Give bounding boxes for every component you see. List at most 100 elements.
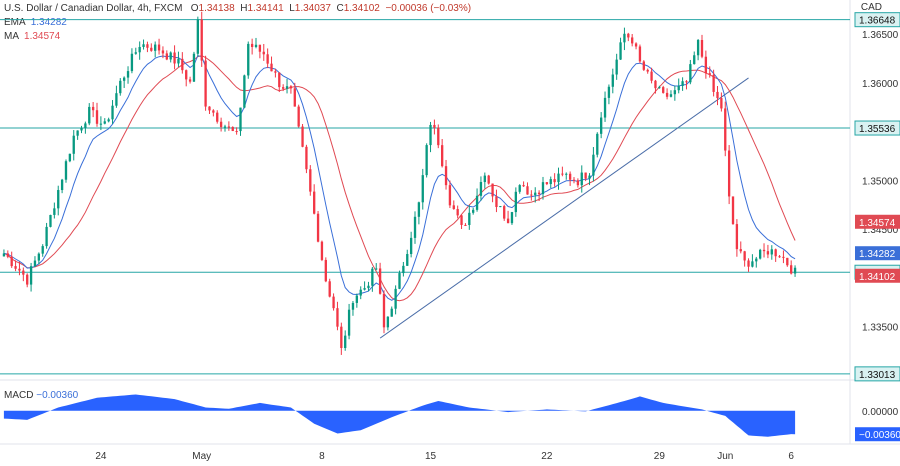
candle-body bbox=[437, 127, 440, 146]
candle-body bbox=[278, 72, 281, 88]
candle-body bbox=[689, 64, 692, 83]
price-tag-text-1: 1.34282 bbox=[859, 249, 896, 260]
candle-body bbox=[786, 257, 789, 266]
candle-body bbox=[444, 166, 448, 186]
level-tag-text-3: 1.33013 bbox=[859, 370, 896, 381]
candle-body bbox=[10, 256, 13, 267]
candle-body bbox=[603, 97, 607, 118]
candle-body bbox=[417, 202, 421, 217]
candle-body bbox=[103, 121, 106, 124]
candle-body bbox=[305, 146, 308, 170]
macd-label: MACD bbox=[4, 390, 34, 401]
macd-tag bbox=[855, 427, 900, 442]
candle-body bbox=[568, 173, 572, 180]
price-tick: 1.36500 bbox=[862, 30, 899, 41]
candle-body bbox=[755, 258, 758, 262]
ema-value: 1.34282 bbox=[30, 17, 67, 28]
candle-body bbox=[223, 126, 227, 128]
x-tick-22: 22 bbox=[541, 451, 553, 462]
candle-body bbox=[165, 53, 168, 60]
macd-value: −0.00360 bbox=[36, 390, 79, 401]
candle-body bbox=[371, 268, 374, 286]
candle-body bbox=[216, 112, 219, 122]
candle-body bbox=[708, 73, 711, 75]
candle-body bbox=[464, 224, 467, 226]
candle-body bbox=[650, 71, 653, 81]
candle-body bbox=[565, 173, 568, 175]
x-tick-May: May bbox=[192, 451, 211, 462]
candle-body bbox=[161, 50, 165, 54]
candle-body bbox=[80, 128, 83, 131]
candle-body bbox=[421, 175, 424, 203]
candle-body bbox=[336, 308, 339, 327]
candle-body bbox=[281, 87, 285, 89]
price-tag-0 bbox=[855, 214, 900, 229]
candle-body bbox=[545, 182, 549, 185]
ema-line bbox=[3, 55, 796, 301]
ema-label: EMA bbox=[4, 17, 26, 28]
candle-body bbox=[254, 44, 258, 47]
candle-body bbox=[382, 293, 386, 328]
candle-body bbox=[126, 71, 130, 78]
candle-body bbox=[619, 42, 622, 60]
candle-body bbox=[344, 335, 347, 348]
candle-body bbox=[433, 124, 436, 128]
candle-body bbox=[790, 265, 793, 274]
candle-body bbox=[778, 256, 781, 258]
candle-body bbox=[514, 191, 518, 213]
candle-body bbox=[638, 46, 642, 62]
candle-body bbox=[355, 295, 359, 303]
candle-body bbox=[359, 289, 362, 296]
ma-row: MA 1.34574 bbox=[4, 30, 471, 44]
candle-body bbox=[774, 249, 777, 257]
candle-body bbox=[580, 172, 583, 186]
close-value: 1.34102 bbox=[343, 3, 380, 14]
candle-body bbox=[185, 70, 188, 80]
candle-body bbox=[696, 39, 700, 56]
candle-body bbox=[681, 81, 684, 86]
candle-body bbox=[479, 182, 483, 196]
x-tick-6: 6 bbox=[788, 451, 794, 462]
candle-body bbox=[390, 308, 393, 317]
ma-line bbox=[3, 55, 796, 302]
candle-body bbox=[503, 206, 506, 219]
candle-body bbox=[584, 172, 587, 179]
candle-body bbox=[599, 117, 603, 134]
candle-body bbox=[60, 179, 64, 191]
candle-body bbox=[634, 43, 638, 47]
title-row: U.S. Dollar / Canadian Dollar, 4h, FXCM … bbox=[4, 2, 471, 16]
candle-body bbox=[212, 110, 215, 113]
candle-body bbox=[119, 80, 122, 94]
macd-tag-text: −0.00360 bbox=[859, 430, 900, 441]
close-label: C bbox=[336, 3, 344, 14]
chart-title: U.S. Dollar / Canadian Dollar, 4h, FXCM bbox=[4, 3, 183, 14]
candle-body bbox=[693, 55, 696, 65]
candle-body bbox=[64, 161, 68, 180]
candle-body bbox=[88, 106, 91, 124]
candle-body bbox=[425, 145, 428, 176]
candle-body bbox=[607, 86, 611, 98]
price-tick: 1.36000 bbox=[862, 79, 899, 90]
candle-body bbox=[49, 214, 52, 227]
level-tag-text-0: 1.36648 bbox=[859, 16, 896, 27]
candle-body bbox=[541, 182, 545, 195]
candle-body bbox=[200, 19, 203, 61]
candle-body bbox=[297, 106, 300, 127]
candle-body bbox=[440, 145, 444, 167]
x-tick-15: 15 bbox=[425, 451, 437, 462]
candle-body bbox=[76, 130, 79, 136]
ma-value: 1.34574 bbox=[24, 31, 61, 42]
candle-body bbox=[472, 209, 475, 213]
candle-body bbox=[615, 59, 618, 75]
candle-body bbox=[665, 92, 669, 97]
candle-body bbox=[413, 216, 417, 238]
candle-body bbox=[592, 154, 595, 176]
candle-body bbox=[534, 192, 537, 196]
ema-row: EMA 1.34282 bbox=[4, 16, 471, 30]
candle-body bbox=[262, 51, 265, 55]
candle-body bbox=[491, 183, 494, 197]
candle-body bbox=[522, 185, 525, 187]
candle-body bbox=[192, 53, 196, 82]
trendline-0 bbox=[379, 77, 749, 339]
